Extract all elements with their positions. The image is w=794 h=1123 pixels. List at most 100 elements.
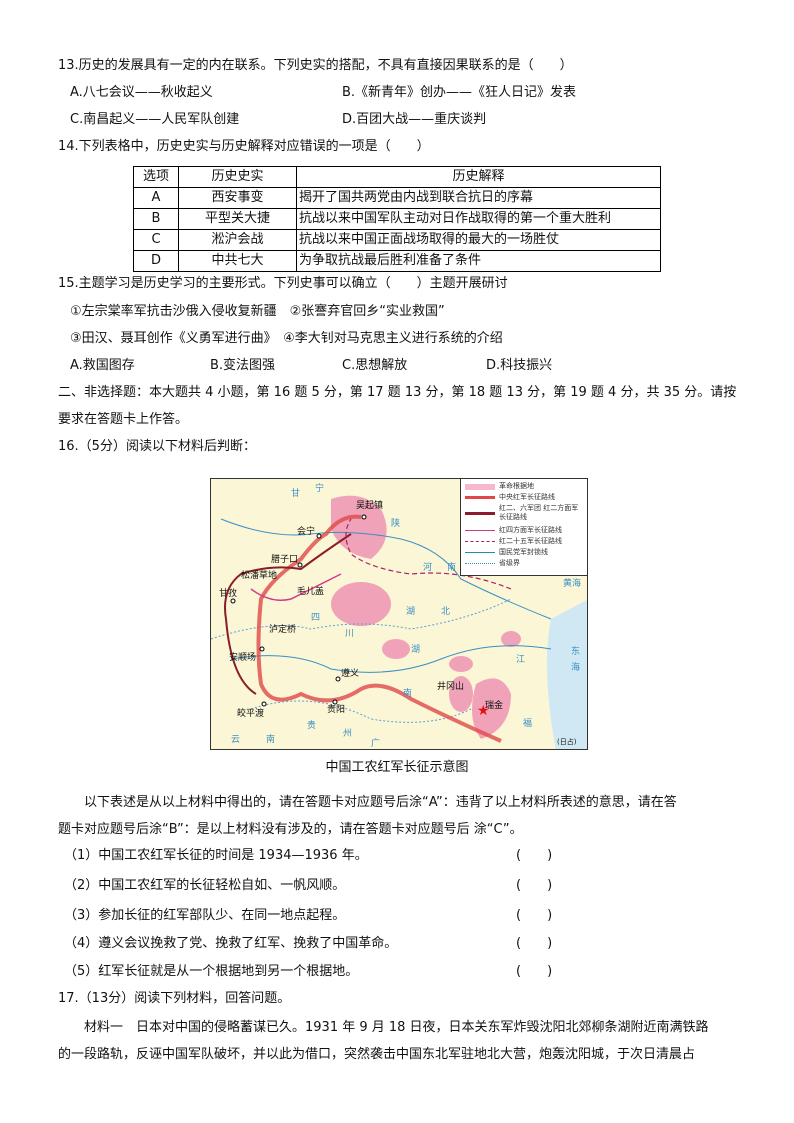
history-table: 选项 历史史实 历史解释 A 西安事变 揭开了国共两党由内战到联合抗日的序幕 B 平型… — [133, 166, 661, 272]
legend-item: 红四方面军长征路线 — [499, 526, 562, 534]
statement: （1）中国工农红军长征的时间是 1934—1936 年。 — [64, 848, 368, 863]
place-marker — [230, 598, 236, 604]
instruction-line: 以下表述是从以上材料中得出的，请在答题卡对应题号后涂“A”：违背了以上材料所表述… — [84, 795, 677, 810]
region-label: 福 — [523, 719, 533, 729]
central-army-route — [256, 514, 502, 743]
sea-area — [547, 600, 587, 749]
base-area — [449, 656, 473, 672]
table-header: 历史史实 — [178, 166, 297, 188]
place-marker — [261, 701, 267, 707]
option-a: A.八七会议——秋收起义 — [70, 85, 213, 100]
question-stem: 16.（5分）阅读以下材料后判断： — [58, 439, 256, 454]
answer-blank: ( ) — [516, 936, 553, 951]
base-area — [331, 582, 391, 626]
legend-item: 红二、六军团 红二方面军 长征路线 — [499, 504, 579, 521]
base-area — [382, 639, 410, 659]
cell: 抗战以来中国军队主动对日作战取得的第一个重大胜利 — [296, 208, 661, 230]
base-area — [472, 678, 511, 739]
region-label: 州 — [343, 729, 353, 739]
place-label: 甘孜 — [219, 589, 238, 599]
option-a: A.救国图存 — [70, 358, 135, 373]
region-label: 湖 — [411, 645, 421, 655]
cell: B — [133, 208, 179, 230]
region-label: 甘 — [291, 489, 301, 499]
option-c: C.南昌起义——人民军队创建 — [70, 112, 240, 127]
map-graphic: ★ — [211, 495, 587, 749]
region-label: 四 — [311, 613, 321, 623]
cell: 中共七大 — [178, 250, 297, 272]
legend-item: 省级界 — [499, 559, 520, 567]
table-row: A 西安事变 揭开了国共两党由内战到联合抗日的序幕 — [133, 187, 661, 209]
table-row: C 淞沪会战 抗战以来中国正面战场取得的最大的一场胜仗 — [133, 229, 661, 251]
region-label: 黄海 — [563, 579, 582, 589]
place-label: 毛儿盖 — [297, 587, 325, 597]
cell: 为争取抗战最后胜利准备了条件 — [296, 250, 661, 272]
statement: （4）遵义会议挽救了党、挽救了红军、挽救了中国革命。 — [64, 936, 398, 951]
region-label: 贵 — [307, 721, 317, 731]
items-line: ③田汉、聂耳创作《义勇军进行曲》 ④李大钊对马克思主义进行系统的介绍 — [70, 331, 503, 346]
region-label: 陕 — [391, 519, 401, 529]
region-label: 江 — [516, 655, 526, 665]
table-header: 选项 — [133, 166, 179, 188]
legend-swatch — [465, 541, 495, 542]
region-label: 南 — [266, 735, 276, 745]
question-stem: 17.（13分）阅读下列材料，回答问题。 — [58, 991, 291, 1006]
items-line: ①左宗棠率军抗击沙俄入侵收复新疆 ②张謇弃官回乡“实业救国” — [70, 304, 445, 319]
statement: （5）红军长征就是从一个根据地到另一个根据地。 — [64, 964, 359, 979]
option-b: B.变法图强 — [210, 358, 276, 373]
option-d: D.科技振兴 — [486, 358, 553, 373]
place-marker — [316, 533, 322, 539]
region-label: 南 — [403, 689, 413, 699]
place-label: 贵阳 — [327, 705, 346, 715]
material-line: 的一段路轨，反诬中国军队破坏，并以此为借口，突然袭击中国东北军驻地北大营，炮轰沈… — [58, 1047, 696, 1062]
river — [220, 518, 552, 620]
base-area — [331, 495, 387, 559]
cell: 平型关大捷 — [178, 208, 297, 230]
section-text: 要求在答题卡上作答。 — [58, 412, 189, 427]
place-label: 泸定桥 — [269, 625, 297, 635]
question-stem: 13.历史的发展具有一定的内在联系。下列史实的搭配，不具有直接因果联系的是（ ） — [58, 58, 573, 73]
answer-blank: ( ) — [516, 878, 553, 893]
option-c: C.思想解放 — [342, 358, 408, 373]
table-header: 历史解释 — [296, 166, 661, 188]
region-label: 川 — [345, 629, 355, 639]
province-border — [211, 598, 512, 640]
legend-item: 红二十五军长征路线 — [499, 537, 562, 545]
table-row: D 中共七大 为争取抗战最后胜利准备了条件 — [133, 250, 661, 272]
legend-swatch — [465, 496, 495, 499]
answer-blank: ( ) — [516, 908, 553, 923]
place-label: 遵义 — [341, 669, 360, 679]
place-marker — [259, 646, 265, 652]
statement: （2）中国工农红军的长征轻松自如、一帆风顺。 — [64, 878, 346, 893]
cell: D — [133, 250, 179, 272]
cell: C — [133, 229, 179, 251]
place-label: 皎平渡 — [237, 709, 265, 719]
place-label: 会宁 — [297, 527, 316, 537]
cell: 淞沪会战 — [178, 229, 297, 251]
region-label: 广 — [371, 739, 381, 749]
instruction-line: 题卡对应题号后涂“B”：是以上材料没有涉及的，请在答题卡对应题号后 涂“C”。 — [58, 822, 523, 837]
option-b: B.《新青年》创办——《狂人日记》发表 — [342, 85, 577, 100]
place-marker — [297, 562, 303, 568]
region-label: 宁 — [315, 484, 325, 494]
25th-army-route — [345, 518, 512, 590]
region-label: 河 — [423, 563, 433, 573]
material-line: 材料一 日本对中国的侵略蓄谋已久。1931 年 9 月 18 日夜，日本关东军炸… — [84, 1020, 709, 1035]
answer-blank: ( ) — [516, 964, 553, 979]
legend-swatch — [465, 552, 495, 553]
legend-item: 中央红军长征路线 — [499, 493, 555, 501]
legend-swatch — [465, 563, 495, 564]
fourth-army-route — [250, 573, 342, 601]
cell: 揭开了国共两党由内战到联合抗日的序幕 — [296, 187, 661, 209]
legend-swatch — [465, 483, 495, 490]
place-label: 吴起镇 — [356, 501, 384, 511]
section-text: 二、非选择题：本大题共 4 小题，第 16 题 5 分，第 17 题 13 分，… — [58, 385, 737, 400]
base-area — [449, 676, 473, 712]
base-area — [501, 631, 521, 647]
place-marker — [335, 676, 341, 682]
answer-blank: ( ) — [516, 848, 553, 863]
legend-item: 革命根据地 — [499, 482, 534, 490]
ruijin-star: ★ — [477, 703, 490, 719]
place-label: 瑞金 — [485, 701, 504, 711]
statement: （3）参加长征的红军部队少、在同一地点起程。 — [64, 908, 346, 923]
